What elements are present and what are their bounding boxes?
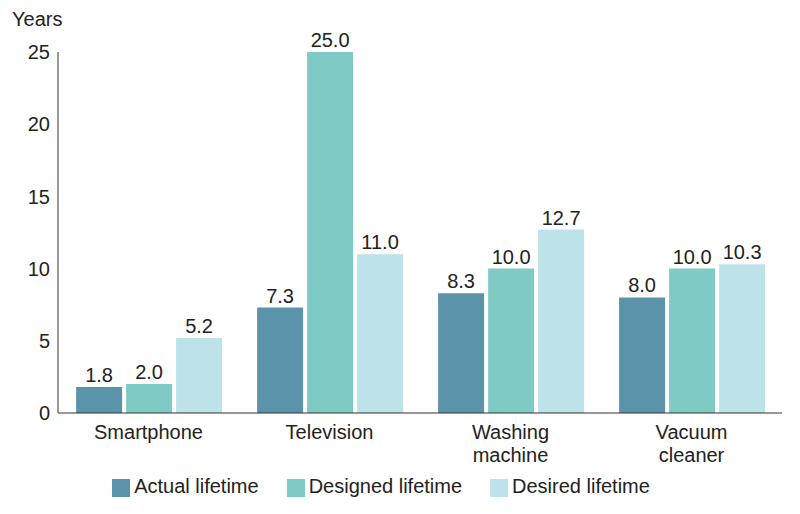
svg-text:8.3: 8.3 <box>447 270 475 292</box>
svg-text:10.3: 10.3 <box>723 241 762 263</box>
svg-text:2.0: 2.0 <box>135 361 163 383</box>
svg-text:Washingmachine: Washingmachine <box>472 421 549 466</box>
svg-text:8.0: 8.0 <box>628 274 656 296</box>
svg-text:12.7: 12.7 <box>542 207 581 229</box>
svg-text:20: 20 <box>28 113 50 135</box>
svg-text:5: 5 <box>39 330 50 352</box>
svg-text:25.0: 25.0 <box>311 29 350 51</box>
svg-text:0: 0 <box>39 402 50 424</box>
html-text:Actual lifetime: Actual lifetime <box>134 475 259 497</box>
svg-text:10.0: 10.0 <box>492 246 531 268</box>
svg-text:25: 25 <box>28 41 50 63</box>
svg-text:Television: Television <box>286 421 374 443</box>
svg-text:11.0: 11.0 <box>361 231 398 253</box>
html-text:Designed lifetime: Designed lifetime <box>308 475 462 497</box>
svg-text:15: 15 <box>28 186 50 208</box>
svg-text:5.2: 5.2 <box>185 315 213 337</box>
svg-text:10.0: 10.0 <box>673 246 712 268</box>
svg-text:Vacuumcleaner: Vacuumcleaner <box>656 421 728 466</box>
svg-text:1.8: 1.8 <box>85 364 113 386</box>
svg-text:Smartphone: Smartphone <box>94 421 203 443</box>
svg-text:10: 10 <box>28 258 50 280</box>
html-text:Desired lifetime: Desired lifetime <box>512 475 650 497</box>
svg-text:7.3: 7.3 <box>266 285 294 307</box>
html-text:Years: Years <box>12 8 63 30</box>
